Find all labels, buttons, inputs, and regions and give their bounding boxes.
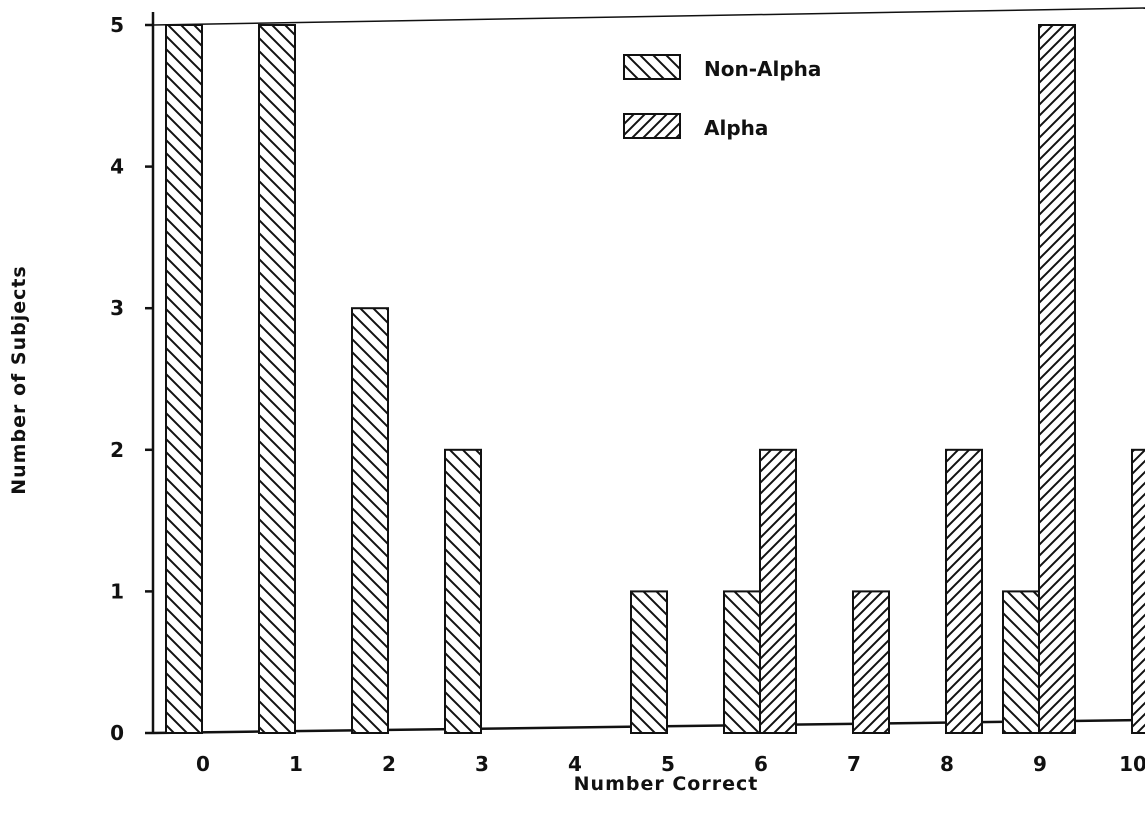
x-tick-label: 2 [382, 752, 396, 776]
x-tick-label: 8 [940, 752, 954, 776]
x-tick-label: 3 [475, 752, 489, 776]
x-tick-label: 0 [196, 752, 210, 776]
y-axis-title: Number of Subjects [8, 265, 30, 495]
bars [165, 24, 1145, 735]
x-tick-label: 5 [661, 752, 675, 776]
y-tick-label: 3 [110, 296, 124, 320]
y-tick-label: 5 [110, 13, 124, 37]
y-tick-label: 2 [110, 438, 124, 462]
legend-label-alpha: Alpha [704, 116, 768, 140]
y-tick-label: 0 [110, 721, 124, 745]
x-tick-label: 6 [754, 752, 768, 776]
bar-non-alpha [165, 24, 203, 734]
bar-non-alpha [444, 448, 482, 734]
x-tick-label: 10 [1119, 752, 1145, 776]
y-axis: 0 1 2 3 4 5 [110, 12, 155, 745]
y-ticks: 0 1 2 3 4 5 [110, 13, 153, 745]
x-tick-label: 7 [847, 752, 861, 776]
x-axis-title: Number Correct [574, 773, 759, 795]
x-tick-label: 9 [1033, 752, 1047, 776]
bar-alpha [1131, 448, 1145, 734]
bar-non-alpha [351, 307, 389, 734]
bar-non-alpha [630, 590, 668, 735]
y-tick-label: 4 [110, 155, 124, 179]
bar-non-alpha [258, 24, 296, 734]
legend: Non-Alpha Alpha [623, 54, 821, 140]
x-ticks: 0 1 2 3 4 5 6 7 8 9 10 [196, 752, 1145, 776]
bar-non-alpha [723, 590, 761, 735]
x-tick-label: 1 [289, 752, 303, 776]
bar-alpha [852, 590, 890, 735]
bar-non-alpha [1002, 590, 1040, 735]
x-tick-label: 4 [568, 752, 582, 776]
legend-label-non-alpha: Non-Alpha [704, 57, 821, 81]
bar-alpha [945, 448, 983, 734]
top-frame-line [152, 7, 1145, 26]
bar-alpha [759, 448, 797, 734]
legend-item-alpha: Alpha [623, 113, 768, 140]
x-axis: 0 1 2 3 4 5 6 7 8 9 10 [152, 7, 1145, 776]
bar-alpha [1038, 24, 1076, 734]
legend-item-non-alpha: Non-Alpha [623, 54, 821, 81]
legend-swatch-alpha [623, 113, 681, 139]
legend-swatch-non-alpha [623, 54, 681, 80]
y-tick-label: 1 [110, 579, 124, 603]
